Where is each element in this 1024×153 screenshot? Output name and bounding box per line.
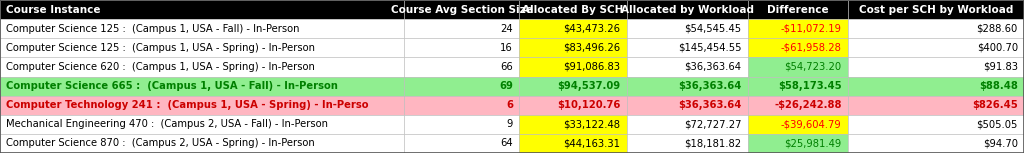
Text: $288.60: $288.60 <box>977 24 1018 34</box>
Bar <box>519 57 627 76</box>
Bar <box>519 38 627 57</box>
Bar <box>848 57 1024 76</box>
Bar <box>0 57 404 76</box>
Text: $94.70: $94.70 <box>983 138 1018 148</box>
Bar <box>848 115 1024 134</box>
Text: $10,120.76: $10,120.76 <box>557 100 621 110</box>
Bar <box>404 76 519 96</box>
Bar <box>0 96 404 115</box>
Text: $505.05: $505.05 <box>977 119 1018 129</box>
Text: Computer Technology 241 :  (Campus 1, USA - Spring) - In-Perso: Computer Technology 241 : (Campus 1, USA… <box>6 100 369 110</box>
Bar <box>748 0 848 19</box>
Text: $91.83: $91.83 <box>983 62 1018 72</box>
Bar <box>404 0 519 19</box>
Text: 16: 16 <box>501 43 513 53</box>
Text: Computer Science 125 :  (Campus 1, USA - Fall) - In-Person: Computer Science 125 : (Campus 1, USA - … <box>6 24 300 34</box>
Text: $25,981.49: $25,981.49 <box>784 138 842 148</box>
Bar <box>748 96 848 115</box>
Bar <box>519 0 627 19</box>
Text: Computer Science 870 :  (Campus 2, USA - Spring) - In-Person: Computer Science 870 : (Campus 2, USA - … <box>6 138 315 148</box>
Bar <box>627 115 748 134</box>
Text: Computer Science 620 :  (Campus 1, USA - Spring) - In-Person: Computer Science 620 : (Campus 1, USA - … <box>6 62 315 72</box>
Text: $36,363.64: $36,363.64 <box>684 62 741 72</box>
Bar <box>404 115 519 134</box>
Text: $36,363.64: $36,363.64 <box>678 100 741 110</box>
Text: -$61,958.28: -$61,958.28 <box>781 43 842 53</box>
Text: $72,727.27: $72,727.27 <box>684 119 741 129</box>
Bar <box>404 134 519 153</box>
Bar <box>748 115 848 134</box>
Text: $145,454.55: $145,454.55 <box>678 43 741 53</box>
Bar <box>627 38 748 57</box>
Bar <box>848 76 1024 96</box>
Text: Allocated By SCH: Allocated By SCH <box>522 5 624 15</box>
Text: $36,363.64: $36,363.64 <box>678 81 741 91</box>
Bar <box>0 19 404 38</box>
Text: Mechanical Engineering 470 :  (Campus 2, USA - Fall) - In-Person: Mechanical Engineering 470 : (Campus 2, … <box>6 119 328 129</box>
Bar <box>0 38 404 57</box>
Text: Cost per SCH by Workload: Cost per SCH by Workload <box>859 5 1013 15</box>
Text: 24: 24 <box>501 24 513 34</box>
Text: 64: 64 <box>501 138 513 148</box>
Bar <box>748 57 848 76</box>
Text: Allocated by Workload: Allocated by Workload <box>621 5 754 15</box>
Text: $18,181.82: $18,181.82 <box>684 138 741 148</box>
Text: $54,723.20: $54,723.20 <box>784 62 842 72</box>
Text: Difference: Difference <box>767 5 828 15</box>
Bar <box>627 96 748 115</box>
Bar <box>519 96 627 115</box>
Bar <box>404 57 519 76</box>
Bar <box>519 76 627 96</box>
Bar <box>627 0 748 19</box>
Bar <box>0 115 404 134</box>
Bar <box>627 19 748 38</box>
Bar <box>627 57 748 76</box>
Text: 6: 6 <box>506 100 513 110</box>
Bar <box>848 0 1024 19</box>
Bar <box>848 96 1024 115</box>
Bar <box>848 19 1024 38</box>
Text: -$11,072.19: -$11,072.19 <box>780 24 842 34</box>
Text: Course Instance: Course Instance <box>6 5 100 15</box>
Text: $88.48: $88.48 <box>979 81 1018 91</box>
Text: $54,545.45: $54,545.45 <box>684 24 741 34</box>
Bar <box>748 134 848 153</box>
Text: 66: 66 <box>501 62 513 72</box>
Bar <box>404 96 519 115</box>
Bar <box>627 76 748 96</box>
Text: $94,537.09: $94,537.09 <box>557 81 621 91</box>
Text: $58,173.45: $58,173.45 <box>778 81 842 91</box>
Text: $33,122.48: $33,122.48 <box>563 119 621 129</box>
Bar <box>0 0 404 19</box>
Bar <box>848 134 1024 153</box>
Text: -$26,242.88: -$26,242.88 <box>774 100 842 110</box>
Bar <box>519 19 627 38</box>
Bar <box>404 38 519 57</box>
Bar <box>848 38 1024 57</box>
Bar <box>0 76 404 96</box>
Bar <box>519 134 627 153</box>
Text: $43,473.26: $43,473.26 <box>563 24 621 34</box>
Bar <box>0 134 404 153</box>
Bar <box>748 38 848 57</box>
Text: 69: 69 <box>499 81 513 91</box>
Text: -$39,604.79: -$39,604.79 <box>781 119 842 129</box>
Text: $826.45: $826.45 <box>972 100 1018 110</box>
Text: 9: 9 <box>507 119 513 129</box>
Text: $91,086.83: $91,086.83 <box>563 62 621 72</box>
Text: $83,496.26: $83,496.26 <box>563 43 621 53</box>
Bar <box>748 76 848 96</box>
Text: Computer Science 125 :  (Campus 1, USA - Spring) - In-Person: Computer Science 125 : (Campus 1, USA - … <box>6 43 315 53</box>
Bar <box>748 19 848 38</box>
Text: Course Avg Section Size: Course Avg Section Size <box>391 5 532 15</box>
Text: Computer Science 665 :  (Campus 1, USA - Fall) - In-Person: Computer Science 665 : (Campus 1, USA - … <box>6 81 338 91</box>
Bar <box>627 134 748 153</box>
Bar <box>404 19 519 38</box>
Text: $44,163.31: $44,163.31 <box>563 138 621 148</box>
Bar <box>519 115 627 134</box>
Text: $400.70: $400.70 <box>977 43 1018 53</box>
